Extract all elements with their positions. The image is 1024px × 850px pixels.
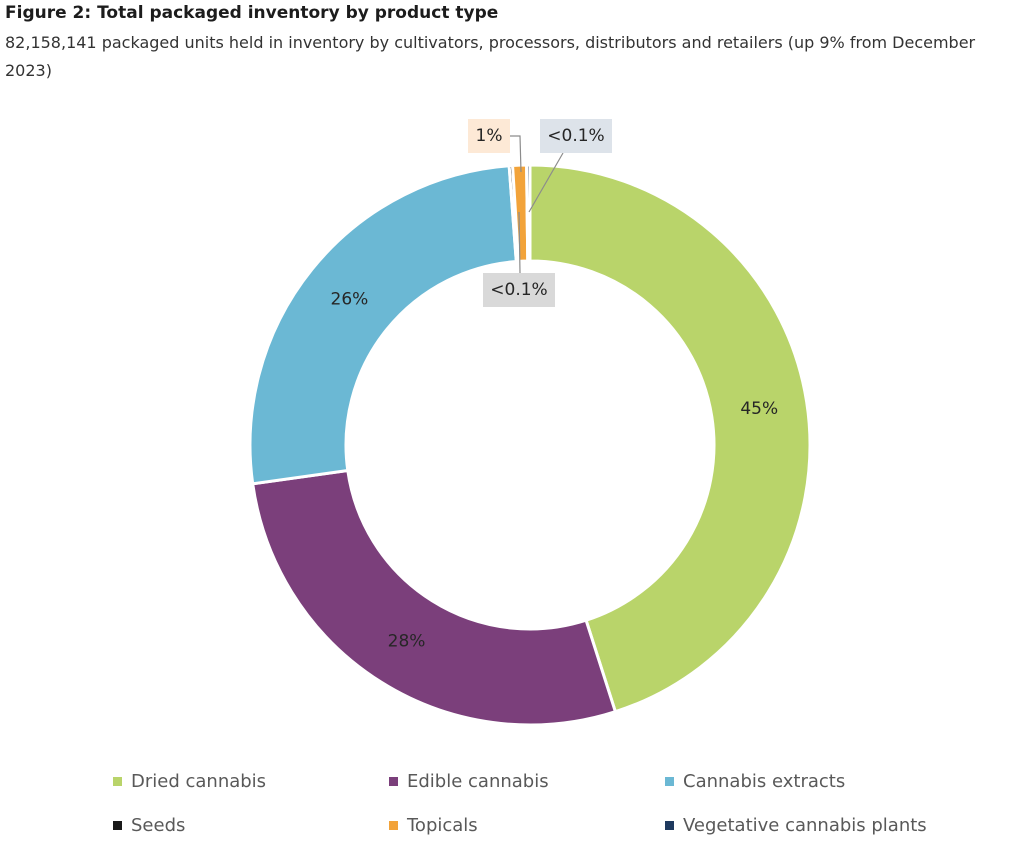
data-label-dried-cannabis: 45%	[740, 399, 778, 419]
data-label-vegetative-cannabis-plants: <0.1%	[547, 126, 604, 146]
leader-line-topicals	[510, 135, 522, 173]
legend-swatch	[113, 820, 122, 830]
legend-item-seeds: Seeds	[113, 813, 185, 837]
slice-cannabis-extracts	[248, 164, 518, 486]
legend-label: Edible cannabis	[407, 770, 549, 792]
legend-swatch	[389, 776, 398, 786]
figure-title: Figure 2: Total packaged inventory by pr…	[5, 3, 499, 23]
slice-edible-cannabis	[251, 468, 618, 727]
legend-item-dried-cannabis: Dried cannabis	[113, 769, 266, 793]
slice-dried-cannabis	[528, 163, 812, 714]
legend-swatch	[113, 776, 122, 786]
legend-item-cannabis-extracts: Cannabis extracts	[665, 769, 845, 793]
slice-vegetative-cannabis-plants	[525, 163, 532, 263]
legend-label: Vegetative cannabis plants	[683, 814, 927, 836]
callout-box-vegetative-cannabis-plants	[540, 119, 612, 153]
legend-label: Dried cannabis	[131, 770, 267, 792]
leader-line-vegetative-cannabis-plants	[528, 152, 564, 213]
legend-item-topicals: Topicals	[389, 813, 478, 837]
legend-item-vegetative-cannabis-plants: Vegetative cannabis plants	[665, 813, 927, 837]
legend-label: Topicals	[407, 814, 478, 836]
data-label-edible-cannabis: 28%	[388, 631, 426, 651]
legend-swatch	[665, 820, 674, 830]
legend-label: Cannabis extracts	[683, 770, 846, 792]
leader-line-seeds	[518, 211, 521, 274]
legend-swatch	[665, 776, 674, 786]
figure-subtitle: 82,158,141 packaged units held in invent…	[5, 33, 976, 80]
callout-box-seeds	[483, 273, 555, 307]
legend-label: Seeds	[131, 814, 186, 836]
legend-swatch	[389, 820, 398, 830]
data-label-seeds: <0.1%	[490, 280, 547, 300]
legend-item-edible-cannabis: Edible cannabis	[389, 769, 549, 793]
callout-box-topicals	[468, 119, 510, 153]
data-label-topicals: 1%	[476, 126, 503, 146]
data-label-cannabis-extracts: 26%	[331, 289, 369, 309]
